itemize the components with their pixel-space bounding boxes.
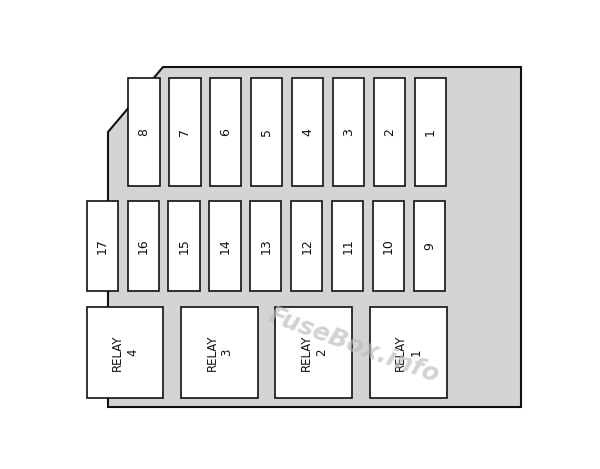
Bar — [86, 307, 163, 398]
Bar — [370, 307, 446, 398]
Bar — [169, 78, 200, 186]
Text: 7: 7 — [178, 128, 191, 136]
Polygon shape — [107, 67, 521, 407]
Text: 5: 5 — [260, 128, 274, 136]
Bar — [291, 201, 322, 291]
Bar — [292, 78, 323, 186]
Text: RELAY
1: RELAY 1 — [394, 334, 422, 371]
Text: 13: 13 — [259, 238, 272, 254]
Text: FuseBox.info: FuseBox.info — [265, 303, 443, 387]
Bar — [373, 201, 404, 291]
Bar — [209, 201, 241, 291]
Bar — [86, 201, 118, 291]
Bar — [275, 307, 352, 398]
Text: 16: 16 — [137, 238, 149, 254]
Text: 11: 11 — [341, 238, 354, 254]
Text: RELAY
2: RELAY 2 — [300, 334, 328, 371]
Text: 8: 8 — [137, 128, 151, 136]
Text: RELAY
4: RELAY 4 — [111, 334, 139, 371]
Bar — [251, 78, 283, 186]
Text: 15: 15 — [178, 238, 191, 254]
Text: 4: 4 — [301, 128, 314, 136]
Bar — [181, 307, 258, 398]
Text: 2: 2 — [383, 128, 396, 136]
Bar — [169, 201, 200, 291]
Text: RELAY
3: RELAY 3 — [205, 334, 233, 371]
Bar — [414, 201, 445, 291]
Bar — [415, 78, 446, 186]
Text: 3: 3 — [342, 128, 355, 136]
Text: 17: 17 — [96, 238, 109, 254]
Text: 12: 12 — [301, 238, 313, 254]
Text: 1: 1 — [424, 128, 437, 136]
Bar — [332, 201, 364, 291]
Bar — [128, 78, 160, 186]
Bar — [250, 201, 281, 291]
Text: 10: 10 — [382, 238, 395, 254]
Bar — [211, 78, 241, 186]
Bar — [128, 201, 159, 291]
Text: 14: 14 — [218, 238, 232, 254]
Bar — [333, 78, 364, 186]
Text: 9: 9 — [423, 242, 436, 250]
Bar — [374, 78, 405, 186]
Text: 6: 6 — [220, 128, 232, 136]
